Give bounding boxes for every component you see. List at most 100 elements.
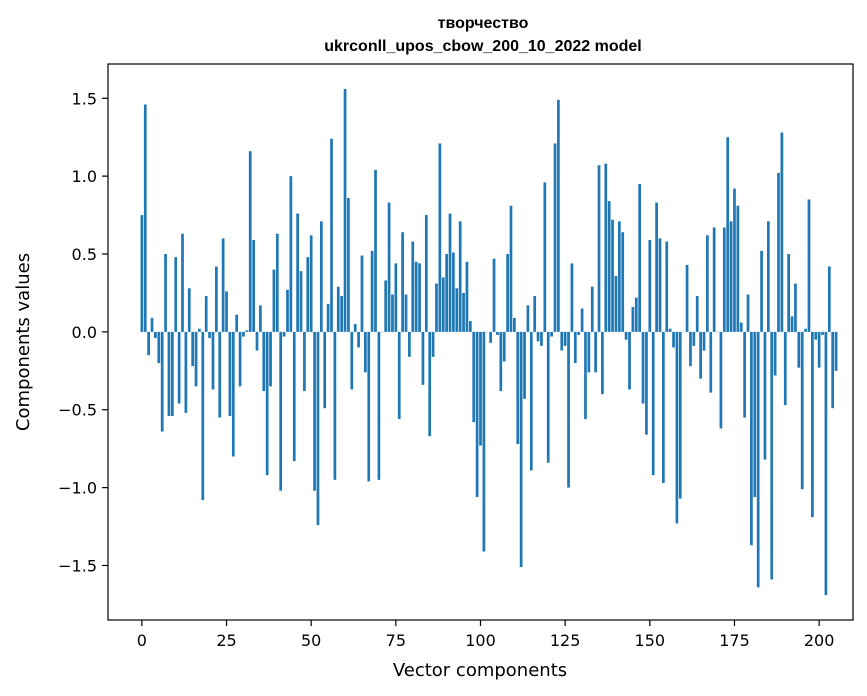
bar-20 bbox=[208, 331, 211, 339]
bar-109 bbox=[509, 205, 513, 332]
bar-179 bbox=[746, 294, 750, 332]
x-tick-label: 50 bbox=[301, 631, 321, 650]
bar-180 bbox=[750, 331, 753, 546]
bar-104 bbox=[492, 258, 496, 332]
bar-115 bbox=[529, 331, 533, 471]
bar-113 bbox=[523, 331, 526, 399]
bar-55 bbox=[326, 303, 330, 332]
bar-130 bbox=[580, 308, 584, 332]
y-tick-label: 0.0 bbox=[72, 323, 97, 342]
bar-171 bbox=[719, 331, 723, 429]
x-axis-label: Vector components bbox=[393, 660, 567, 681]
bar-135 bbox=[597, 165, 601, 332]
bar-157 bbox=[672, 331, 675, 348]
bar-122 bbox=[553, 143, 557, 332]
bar-106 bbox=[499, 331, 503, 392]
bar-107 bbox=[502, 331, 506, 362]
y-tick-label: −0.5 bbox=[58, 401, 97, 420]
bar-147 bbox=[638, 183, 642, 332]
bar-58 bbox=[336, 286, 340, 332]
bar-43 bbox=[286, 289, 289, 332]
bar-201 bbox=[821, 331, 824, 335]
bar-86 bbox=[431, 331, 435, 357]
bar-138 bbox=[607, 201, 611, 332]
bar-205 bbox=[834, 331, 838, 371]
bar-6 bbox=[160, 331, 164, 432]
x-tick-label: 100 bbox=[465, 631, 496, 650]
bar-15 bbox=[191, 331, 195, 367]
bar-41 bbox=[279, 331, 283, 491]
bar-190 bbox=[783, 331, 787, 406]
bar-120 bbox=[546, 331, 550, 463]
bar-158 bbox=[675, 331, 679, 524]
bar-103 bbox=[489, 331, 493, 343]
bar-156 bbox=[668, 328, 672, 332]
bar-28 bbox=[235, 314, 239, 332]
bar-98 bbox=[472, 331, 476, 423]
bar-193 bbox=[794, 283, 797, 332]
bar-64 bbox=[357, 331, 360, 348]
bar-136 bbox=[601, 331, 604, 395]
bar-2 bbox=[147, 331, 150, 356]
bar-19 bbox=[204, 296, 208, 332]
bar-174 bbox=[729, 221, 733, 332]
bar-12 bbox=[181, 233, 184, 332]
bar-36 bbox=[262, 331, 266, 392]
bar-77 bbox=[401, 232, 404, 332]
y-tick-label: 1.5 bbox=[72, 89, 97, 108]
bar-79 bbox=[408, 331, 411, 357]
bar-142 bbox=[621, 232, 625, 332]
bar-26 bbox=[228, 331, 232, 416]
y-tick-label: −1.5 bbox=[58, 556, 97, 575]
bar-22 bbox=[215, 266, 218, 332]
bar-141 bbox=[617, 221, 621, 332]
bar-81 bbox=[414, 261, 418, 332]
bar-181 bbox=[753, 331, 757, 497]
bar-175 bbox=[733, 188, 736, 332]
bar-67 bbox=[367, 331, 371, 482]
bar-3 bbox=[150, 317, 154, 332]
bar-44 bbox=[289, 176, 293, 332]
bar-167 bbox=[706, 235, 709, 332]
bar-145 bbox=[631, 306, 635, 332]
bar-1 bbox=[143, 104, 147, 332]
bar-80 bbox=[411, 241, 415, 332]
bar-21 bbox=[211, 331, 215, 390]
chart-title: творчество bbox=[438, 15, 529, 32]
bar-39 bbox=[272, 269, 276, 332]
bar-99 bbox=[475, 331, 479, 497]
bar-127 bbox=[570, 263, 574, 332]
bar-59 bbox=[340, 296, 344, 332]
bar-194 bbox=[797, 331, 801, 368]
x-tick-label: 0 bbox=[137, 631, 147, 650]
bar-162 bbox=[689, 331, 692, 367]
bar-35 bbox=[259, 305, 262, 332]
bar-52 bbox=[316, 331, 320, 525]
x-tick-label: 25 bbox=[216, 631, 236, 650]
bar-38 bbox=[269, 331, 272, 387]
x-tick-label: 125 bbox=[550, 631, 581, 650]
bar-91 bbox=[448, 213, 452, 332]
y-tick-label: −1.0 bbox=[58, 479, 97, 498]
bar-176 bbox=[736, 205, 740, 332]
bar-155 bbox=[665, 241, 669, 332]
bar-48 bbox=[303, 331, 306, 392]
bar-203 bbox=[827, 266, 831, 332]
bar-68 bbox=[370, 250, 374, 332]
bar-123 bbox=[557, 99, 560, 332]
bar-49 bbox=[306, 257, 310, 332]
bar-62 bbox=[350, 331, 354, 390]
bars bbox=[140, 88, 838, 596]
bar-17 bbox=[198, 328, 201, 332]
bar-37 bbox=[265, 331, 269, 476]
bar-63 bbox=[353, 324, 357, 332]
bar-150 bbox=[648, 239, 652, 332]
bar-76 bbox=[397, 331, 401, 420]
bar-85 bbox=[428, 331, 432, 437]
bar-182 bbox=[756, 331, 760, 588]
bar-129 bbox=[577, 331, 581, 335]
bar-134 bbox=[594, 331, 597, 373]
bar-166 bbox=[702, 331, 706, 351]
bar-100 bbox=[479, 331, 482, 446]
bar-95 bbox=[462, 292, 465, 332]
